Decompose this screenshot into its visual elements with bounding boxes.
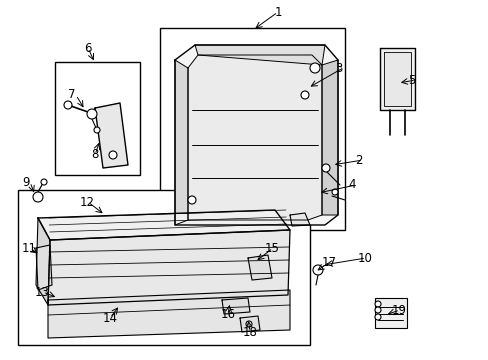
Bar — [374, 298, 406, 328]
Text: 15: 15 — [264, 242, 279, 255]
Polygon shape — [383, 52, 410, 106]
Circle shape — [41, 179, 47, 185]
Polygon shape — [95, 103, 128, 168]
Text: 8: 8 — [91, 148, 99, 162]
Polygon shape — [36, 245, 52, 290]
Text: 13: 13 — [35, 285, 50, 298]
Text: 12: 12 — [80, 195, 95, 208]
Polygon shape — [195, 45, 325, 65]
Text: 18: 18 — [242, 325, 257, 338]
Text: 2: 2 — [354, 153, 362, 166]
Circle shape — [245, 321, 251, 327]
Polygon shape — [187, 55, 321, 220]
Circle shape — [33, 192, 43, 202]
Circle shape — [301, 91, 308, 99]
Circle shape — [374, 301, 380, 307]
Polygon shape — [38, 210, 289, 240]
Bar — [18, 190, 309, 345]
Polygon shape — [289, 213, 309, 226]
Circle shape — [94, 127, 100, 133]
Text: 5: 5 — [407, 73, 414, 86]
Text: 11: 11 — [22, 242, 37, 255]
Polygon shape — [247, 255, 271, 280]
Text: 16: 16 — [220, 309, 235, 321]
Polygon shape — [175, 60, 187, 225]
Text: 7: 7 — [68, 89, 75, 102]
Circle shape — [374, 307, 380, 313]
Text: 9: 9 — [22, 175, 29, 189]
Circle shape — [331, 189, 337, 195]
Polygon shape — [379, 48, 414, 110]
Polygon shape — [175, 45, 337, 225]
Text: 1: 1 — [274, 5, 281, 18]
Circle shape — [64, 101, 72, 109]
Circle shape — [109, 151, 117, 159]
Text: 10: 10 — [357, 252, 372, 265]
Polygon shape — [48, 290, 289, 338]
Polygon shape — [240, 316, 260, 332]
Text: 19: 19 — [391, 303, 406, 316]
Circle shape — [374, 314, 380, 320]
Text: 6: 6 — [84, 41, 92, 54]
Text: 3: 3 — [334, 62, 342, 75]
Circle shape — [321, 164, 329, 172]
Bar — [55, 62, 140, 175]
Circle shape — [87, 109, 97, 119]
Polygon shape — [48, 230, 289, 305]
Text: 4: 4 — [347, 179, 355, 192]
Polygon shape — [222, 298, 249, 314]
Text: 14: 14 — [102, 311, 117, 324]
Circle shape — [309, 63, 319, 73]
Circle shape — [187, 196, 196, 204]
Polygon shape — [321, 60, 337, 215]
Circle shape — [312, 265, 323, 275]
Polygon shape — [36, 218, 50, 305]
Bar — [160, 28, 345, 230]
Text: 17: 17 — [321, 256, 336, 269]
